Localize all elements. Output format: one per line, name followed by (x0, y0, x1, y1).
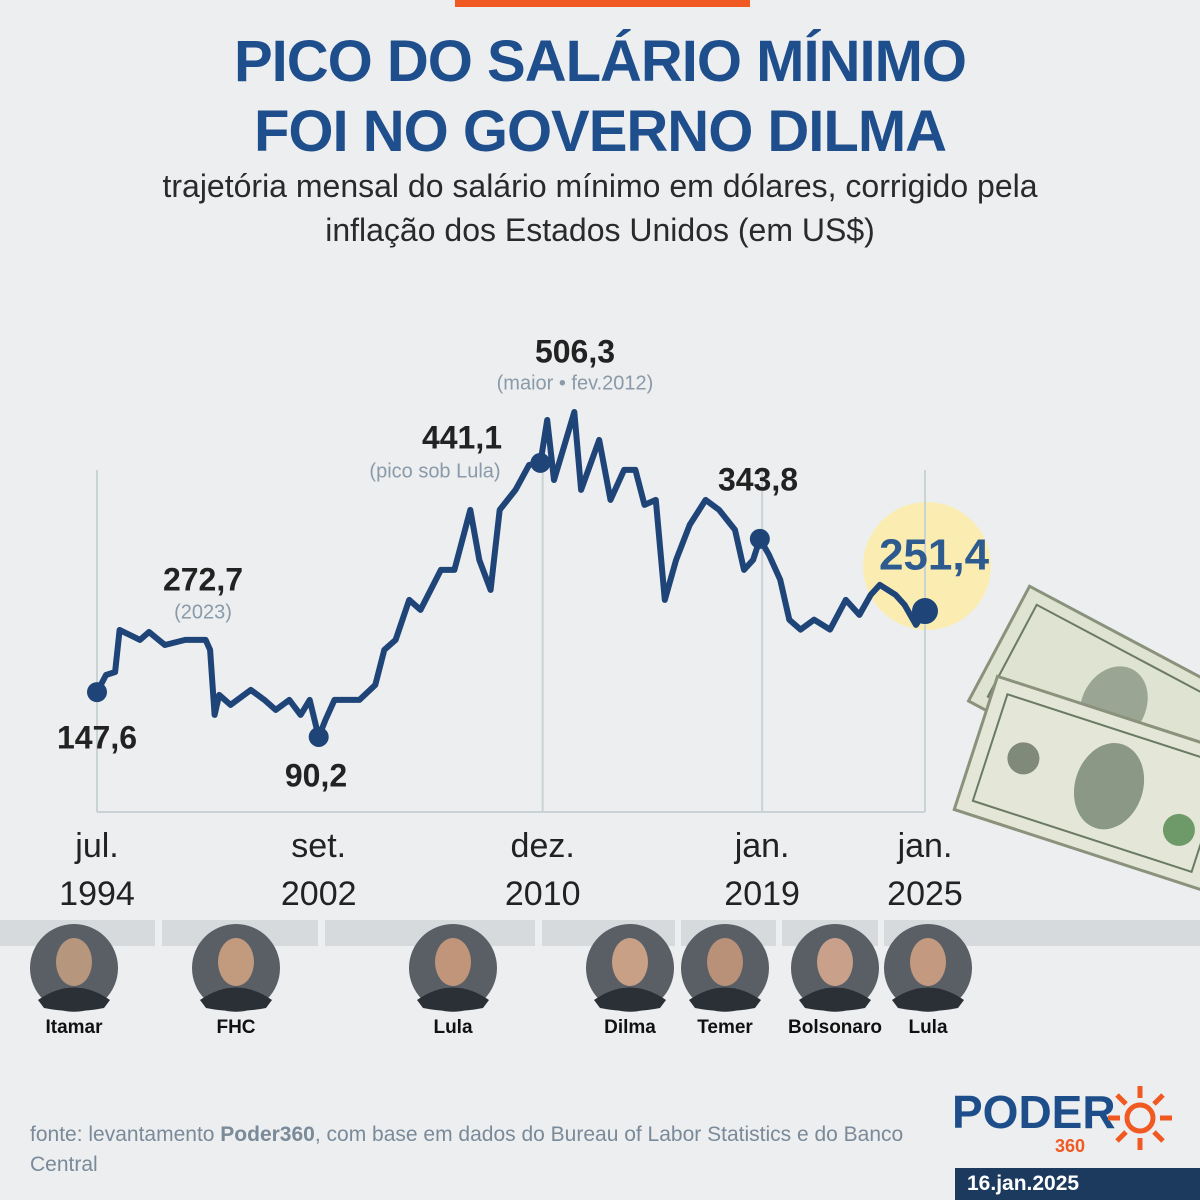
photo-face (218, 938, 254, 986)
photo-face (56, 938, 92, 986)
president-name: Lula (908, 1017, 947, 1038)
photo-suit (892, 987, 964, 1011)
photo-suit (689, 987, 761, 1011)
value-label: 272,7 (163, 561, 243, 597)
marker (530, 452, 551, 473)
president-name: Itamar (45, 1017, 103, 1038)
title-line: FOI NO GOVERNO DILMA (253, 99, 947, 164)
value-label: 251,4 (879, 531, 990, 580)
value-label: 441,1 (422, 419, 502, 455)
president-photo (586, 924, 674, 1012)
title-line: PICO DO SALÁRIO MÍNIMO (234, 29, 967, 94)
president-name: Lula (433, 1017, 472, 1038)
photo-face (612, 938, 648, 986)
logo-number: 360 (1055, 1136, 1085, 1156)
logo: PODER 360 (952, 1086, 1172, 1156)
president-name: Temer (697, 1017, 753, 1038)
marker (912, 598, 938, 625)
subtitle-line: trajetória mensal do salário mínimo em d… (162, 168, 1038, 204)
x-tick-label: set. 2002 (280, 827, 357, 913)
photo-face (435, 938, 471, 986)
photo-suit (799, 987, 871, 1011)
value-label: 343,8 (718, 461, 798, 497)
value-label: 90,2 (285, 757, 347, 793)
photo-suit (200, 987, 272, 1011)
photo-suit (38, 987, 110, 1011)
photo-suit (594, 987, 666, 1011)
president-name: Dilma (604, 1017, 656, 1038)
photo-face (707, 938, 743, 986)
marker (87, 682, 107, 703)
marker (749, 528, 770, 549)
source-suffix: , com base em dados do Bureau of Labor S… (30, 1123, 904, 1176)
source-prefix: fonte: levantamento (30, 1123, 221, 1146)
dollar-bills (952, 584, 1200, 892)
top-accent (455, 0, 750, 7)
president-name: Bolsonaro (788, 1017, 882, 1038)
x-tick-label: dez. 2010 (504, 827, 581, 913)
line (94, 409, 928, 740)
value-note: (maior • fev.2012) (497, 372, 654, 394)
x-tick-label: jul. 1994 (59, 827, 135, 913)
subtitle-line: inflação dos Estados Unidos (em US$) (325, 212, 875, 248)
president-photo (884, 924, 972, 1012)
x-tick-label: jan. 2025 (887, 827, 963, 913)
source-bold: Poder360 (220, 1123, 315, 1146)
president-photo (681, 924, 769, 1012)
photo-suit (417, 987, 489, 1011)
photo-face (817, 938, 853, 986)
marker (308, 726, 329, 747)
photo-face (910, 938, 946, 986)
logo-sun (1108, 1086, 1172, 1150)
value-note: (pico sob Lula) (369, 460, 500, 482)
president-photo (409, 924, 497, 1012)
logo-name: PODER (952, 1086, 1116, 1138)
value-label: 506,3 (535, 333, 615, 369)
president-photo (791, 924, 879, 1012)
president-photo (30, 924, 118, 1012)
president-photo (192, 924, 280, 1012)
x-tick-label: jan. 2019 (724, 827, 800, 913)
date: 16.jan.2025 (955, 1168, 1200, 1200)
value-label: 147,6 (57, 719, 137, 755)
source: fonte: levantamento Poder360, com base e… (30, 1120, 910, 1180)
value-note: (2023) (174, 601, 232, 623)
president-name: FHC (216, 1017, 255, 1038)
